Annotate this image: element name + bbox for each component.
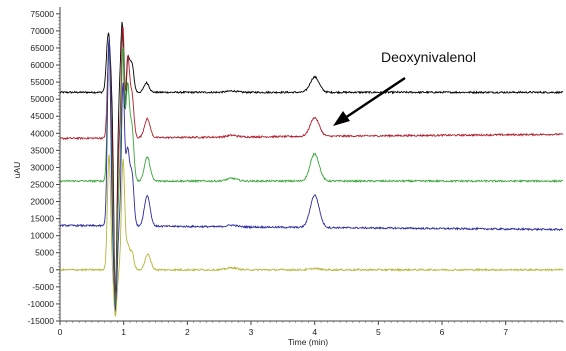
- traces: [59, 21, 564, 317]
- series-trace-2: [59, 26, 564, 303]
- x-tick-label: 5: [376, 327, 381, 337]
- series-trace-5: [59, 154, 564, 317]
- y-tick-label: 25000: [30, 179, 54, 189]
- plot-area: [59, 7, 563, 322]
- y-tick-label: 35000: [30, 145, 54, 155]
- y-tick-label: 55000: [30, 77, 54, 87]
- y-tick-label: 10000: [30, 231, 54, 241]
- x-tick-label: 1: [121, 327, 126, 337]
- series-trace-4: [59, 38, 564, 312]
- y-tick-label: -5000: [32, 282, 54, 292]
- annotation-arrowhead: [333, 111, 350, 126]
- annotation-arrow-line: [344, 77, 406, 119]
- y-tick-label: 70000: [30, 26, 54, 36]
- y-tick-label: 50000: [30, 94, 54, 104]
- y-tick-label: 45000: [30, 111, 54, 121]
- series-trace-1: [59, 21, 564, 298]
- y-axis-ticks: 7500070000650006000055000500004500040000…: [28, 9, 60, 326]
- x-tick-label: 3: [249, 327, 254, 337]
- y-tick-label: 15000: [30, 214, 54, 224]
- y-tick-label: -10000: [28, 299, 55, 309]
- y-tick-label: 40000: [30, 128, 54, 138]
- y-tick-label: 30000: [30, 162, 54, 172]
- y-tick-label: 5000: [35, 248, 54, 258]
- x-axis-ticks: 0 1 2 3 4 5 6 7: [58, 321, 564, 337]
- x-axis-title: Time (min): [288, 337, 328, 347]
- x-tick-label: 2: [185, 327, 190, 337]
- y-tick-label: 75000: [30, 9, 54, 19]
- deoxynivalenol-annotation: Deoxynivalenol: [381, 49, 476, 65]
- x-tick-label: 7: [503, 327, 508, 337]
- x-tick-label: 6: [440, 327, 445, 337]
- y-tick-label: 65000: [30, 43, 54, 53]
- y-tick-label: -15000: [28, 316, 55, 326]
- y-axis-title: uAU: [12, 162, 22, 179]
- x-tick-label: 0: [58, 327, 63, 337]
- series-trace-3: [59, 41, 564, 308]
- y-tick-label: 60000: [30, 60, 54, 70]
- y-tick-label: 20000: [30, 197, 54, 207]
- y-tick-label: 0: [49, 265, 54, 275]
- x-tick-label: 4: [312, 327, 317, 337]
